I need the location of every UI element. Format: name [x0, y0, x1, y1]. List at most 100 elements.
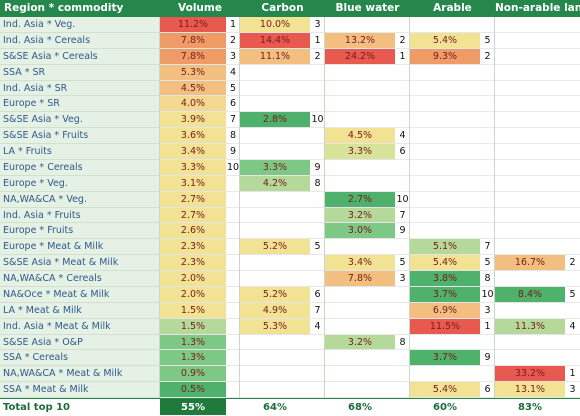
region-label: S&SE Asia * O&P — [0, 334, 160, 351]
region-label: Europe * Fruits — [0, 223, 160, 240]
non-arable-rank — [565, 271, 580, 287]
volume-rank — [226, 191, 240, 208]
volume-value: 0.9% — [160, 366, 226, 383]
region-label: S&SE Asia * Meat & Milk — [0, 255, 160, 271]
arable-value: 3.8% — [410, 271, 480, 287]
volume-rank — [226, 302, 240, 319]
carbon-value — [240, 128, 310, 144]
carbon-value: 4.9% — [240, 302, 310, 319]
non-arable-value — [495, 223, 565, 240]
non-arable-value: 13.1% — [495, 382, 565, 398]
arable-value — [410, 17, 480, 33]
arable-rank — [480, 207, 495, 224]
arable-rank: 5 — [480, 32, 495, 49]
header-non-arable-land: Non-arable land — [495, 0, 580, 17]
carbon-value: 5.3% — [240, 318, 310, 335]
blue-water-rank: 3 — [395, 271, 410, 287]
blue-water-rank: 1 — [395, 48, 410, 65]
region-label: Ind. Asia * Meat & Milk — [0, 318, 160, 335]
arable-rank: 3 — [480, 302, 495, 319]
blue-water-value: 3.2% — [325, 207, 395, 224]
non-arable-value: 33.2% — [495, 366, 565, 383]
volume-rank — [226, 239, 240, 256]
volume-rank — [226, 334, 240, 351]
header-blue-water: Blue water — [325, 0, 410, 17]
arable-value: 5.1% — [410, 239, 480, 256]
blue-water-value — [325, 80, 395, 97]
volume-rank — [226, 366, 240, 383]
carbon-rank: 5 — [310, 239, 325, 256]
non-arable-value — [495, 334, 565, 351]
carbon-value — [240, 96, 310, 113]
carbon-rank: 7 — [310, 302, 325, 319]
arable-rank: 5 — [480, 255, 495, 271]
carbon-rank: 8 — [310, 175, 325, 192]
non-arable-value — [495, 32, 565, 49]
non-arable-rank — [565, 191, 580, 208]
region-label: S&SE Asia * Cereals — [0, 48, 160, 65]
region-label: NA,WA&CA * Meat & Milk — [0, 366, 160, 383]
total-arable: 60% — [410, 398, 480, 415]
non-arable-rank — [565, 223, 580, 240]
arable-value — [410, 159, 480, 176]
carbon-value — [240, 382, 310, 398]
blue-water-rank — [395, 159, 410, 176]
volume-rank — [226, 255, 240, 271]
arable-value: 5.4% — [410, 382, 480, 398]
volume-rank — [226, 175, 240, 192]
non-arable-value: 11.3% — [495, 318, 565, 335]
blue-water-value: 3.2% — [325, 334, 395, 351]
volume-value: 1.3% — [160, 350, 226, 367]
total-arable-spacer — [480, 398, 495, 415]
volume-value: 7.8% — [160, 48, 226, 65]
arable-value — [410, 207, 480, 224]
non-arable-rank: 3 — [565, 382, 580, 398]
non-arable-value: 16.7% — [495, 255, 565, 271]
blue-water-rank — [395, 112, 410, 129]
carbon-rank — [310, 144, 325, 160]
volume-value: 11.2% — [160, 17, 226, 33]
carbon-rank — [310, 96, 325, 113]
carbon-rank: 1 — [310, 32, 325, 49]
arable-rank: 7 — [480, 239, 495, 256]
non-arable-rank — [565, 159, 580, 176]
volume-rank: 8 — [226, 128, 240, 144]
arable-value — [410, 128, 480, 144]
non-arable-value — [495, 239, 565, 256]
blue-water-value: 4.5% — [325, 128, 395, 144]
blue-water-rank — [395, 175, 410, 192]
blue-water-rank — [395, 96, 410, 113]
blue-water-rank — [395, 64, 410, 81]
header-carbon: Carbon — [240, 0, 325, 17]
blue-water-rank — [395, 17, 410, 33]
region-label: Europe * Veg. — [0, 175, 160, 192]
blue-water-value: 7.8% — [325, 271, 395, 287]
blue-water-value — [325, 17, 395, 33]
arable-rank: 9 — [480, 350, 495, 367]
blue-water-rank: 2 — [395, 32, 410, 49]
blue-water-value — [325, 159, 395, 176]
column-divider — [324, 17, 325, 398]
non-arable-value — [495, 96, 565, 113]
volume-rank — [226, 286, 240, 303]
total-label: Total top 10 — [0, 398, 160, 415]
carbon-value: 4.2% — [240, 175, 310, 192]
blue-water-rank: 8 — [395, 334, 410, 351]
non-arable-value — [495, 159, 565, 176]
arable-rank: 2 — [480, 48, 495, 65]
non-arable-value — [495, 80, 565, 97]
non-arable-rank — [565, 48, 580, 65]
carbon-rank: 3 — [310, 17, 325, 33]
volume-value: 2.0% — [160, 271, 226, 287]
total-volume: 55% — [160, 398, 226, 415]
blue-water-rank: 4 — [395, 128, 410, 144]
region-label: Ind. Asia * Fruits — [0, 207, 160, 224]
arable-rank — [480, 112, 495, 129]
region-label: S&SE Asia * Fruits — [0, 128, 160, 144]
carbon-rank — [310, 80, 325, 97]
total-carbon-spacer — [310, 398, 325, 415]
non-arable-value — [495, 144, 565, 160]
blue-water-value — [325, 286, 395, 303]
non-arable-rank: 1 — [565, 366, 580, 383]
